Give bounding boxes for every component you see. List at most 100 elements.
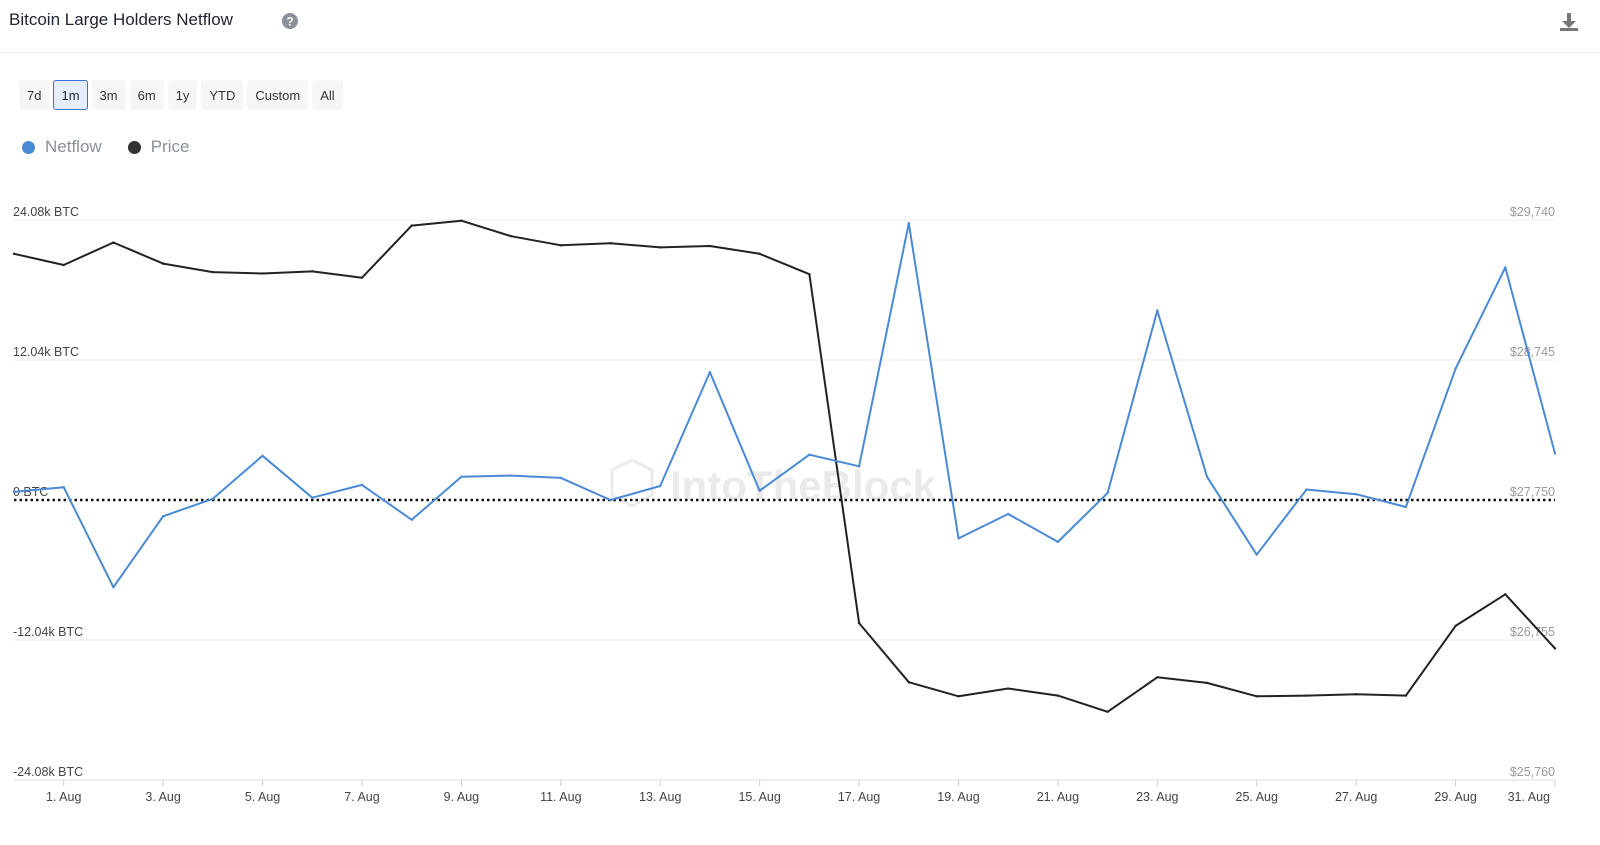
- question-circle-icon[interactable]: ?: [281, 12, 299, 30]
- range-button-custom[interactable]: Custom: [247, 80, 309, 110]
- left-axis-tick-label: 24.08k BTC: [13, 205, 79, 219]
- download-icon[interactable]: [1558, 11, 1580, 33]
- netflow-series-line: [13, 222, 1556, 589]
- netflow-point: [1255, 553, 1258, 556]
- price-point: [1106, 710, 1109, 713]
- price-point: [1404, 694, 1408, 697]
- price-point: [1553, 647, 1557, 650]
- x-axis-tick-label: 17. Aug: [838, 790, 880, 804]
- netflow-point: [1305, 488, 1308, 491]
- price-point: [1454, 624, 1457, 628]
- left-axis-tick-label: 12.04k BTC: [13, 345, 79, 359]
- price-point: [460, 219, 463, 222]
- right-axis-tick-label: $29,740: [1510, 205, 1555, 219]
- x-axis-tick-label: 7. Aug: [344, 790, 379, 804]
- legend-dot-netflow: [22, 140, 35, 154]
- right-axis-tick-label: $27,750: [1510, 485, 1555, 499]
- legend-item-price[interactable]: Price: [127, 137, 190, 157]
- netflow-point: [1404, 505, 1408, 509]
- netflow-point: [211, 497, 215, 501]
- netflow-point: [311, 496, 314, 499]
- price-point: [211, 270, 215, 274]
- right-axis-tick-label: $25,760: [1510, 765, 1555, 779]
- netflow-point: [1354, 492, 1358, 496]
- netflow-point: [261, 454, 264, 458]
- right-axis-tick-label: $26,755: [1510, 625, 1555, 639]
- netflow-point: [907, 222, 910, 225]
- x-axis-tick-label: 29. Aug: [1434, 790, 1476, 804]
- price-point: [1156, 676, 1159, 679]
- price-point: [1056, 694, 1060, 697]
- netflow-point: [1205, 475, 1209, 478]
- x-axis-tick-label: 5. Aug: [245, 790, 280, 804]
- x-axis-tick-label: 21. Aug: [1037, 790, 1079, 804]
- svg-text:?: ?: [286, 15, 293, 29]
- watermark-text: IntoTheBlock: [670, 462, 937, 509]
- legend-item-netflow[interactable]: Netflow: [22, 137, 102, 157]
- netflow-point: [410, 518, 413, 521]
- legend-label-price: Price: [150, 137, 190, 156]
- time-range-selector: 7d 1m 3m 6m 1y YTD Custom All: [19, 80, 343, 110]
- netflow-point: [460, 475, 463, 478]
- range-button-ytd[interactable]: YTD: [201, 80, 244, 110]
- price-point: [1354, 692, 1358, 696]
- x-axis-tick-label: 11. Aug: [540, 790, 582, 804]
- netflow-point: [957, 537, 960, 540]
- x-axis-tick-label: 9. Aug: [444, 790, 479, 804]
- netflow-point: [1504, 266, 1507, 269]
- price-point: [410, 224, 413, 227]
- price-point: [808, 272, 811, 276]
- range-button-6m[interactable]: 6m: [129, 80, 164, 110]
- netflow-point: [161, 515, 165, 518]
- netflow-point: [559, 476, 563, 480]
- netflow-point: [1006, 512, 1010, 516]
- netflow-point: [659, 484, 662, 488]
- right-axis-tick-label: $28,745: [1510, 345, 1555, 359]
- netflow-point: [1106, 491, 1109, 495]
- range-button-all[interactable]: All: [312, 80, 343, 110]
- price-point: [509, 234, 513, 238]
- price-point: [1255, 695, 1258, 698]
- price-point: [1205, 681, 1209, 685]
- chart-title: Bitcoin Large Holders Netflow: [9, 10, 233, 29]
- price-point: [311, 270, 314, 273]
- x-axis-tick-label: 1. Aug: [46, 790, 81, 804]
- netflow-point: [1156, 309, 1159, 312]
- price-point: [1006, 687, 1010, 690]
- range-button-1y[interactable]: 1y: [167, 80, 198, 110]
- netflow-point: [708, 370, 712, 374]
- netflow-point: [509, 474, 513, 477]
- chart-legend: Netflow Price: [22, 137, 189, 157]
- netflow-point: [12, 490, 16, 494]
- x-axis-tick-label: 19. Aug: [937, 790, 979, 804]
- x-axis-tick-label: 25. Aug: [1236, 790, 1278, 804]
- price-point: [112, 241, 115, 244]
- price-series-line: [13, 219, 1556, 713]
- price-point: [1504, 593, 1507, 596]
- netflow-point: [62, 486, 65, 489]
- x-axis-tick-label: 15. Aug: [738, 790, 780, 804]
- netflow-point: [808, 453, 811, 456]
- range-button-7d[interactable]: 7d: [19, 80, 50, 110]
- netflow-point: [609, 498, 612, 502]
- price-point: [659, 246, 662, 249]
- range-button-3m[interactable]: 3m: [91, 80, 126, 110]
- price-point: [907, 681, 910, 684]
- legend-label-netflow: Netflow: [45, 137, 102, 156]
- price-point: [609, 242, 612, 245]
- x-axis-tick-label: 23. Aug: [1136, 790, 1178, 804]
- range-button-1m[interactable]: 1m: [53, 80, 88, 110]
- price-point: [261, 272, 264, 275]
- price-point: [957, 695, 960, 698]
- netflow-point: [1553, 452, 1557, 455]
- left-axis-tick-label: -12.04k BTC: [13, 625, 83, 639]
- netflow-point: [857, 465, 861, 468]
- netflow-point: [360, 483, 364, 487]
- x-axis-tick-label: 31. Aug: [1508, 790, 1550, 804]
- x-axis-tick-label: 27. Aug: [1335, 790, 1377, 804]
- netflow-point: [112, 586, 115, 589]
- legend-dot-price: [127, 140, 141, 154]
- chart-header: Bitcoin Large Holders Netflow ?: [0, 0, 1600, 53]
- price-point: [161, 262, 165, 265]
